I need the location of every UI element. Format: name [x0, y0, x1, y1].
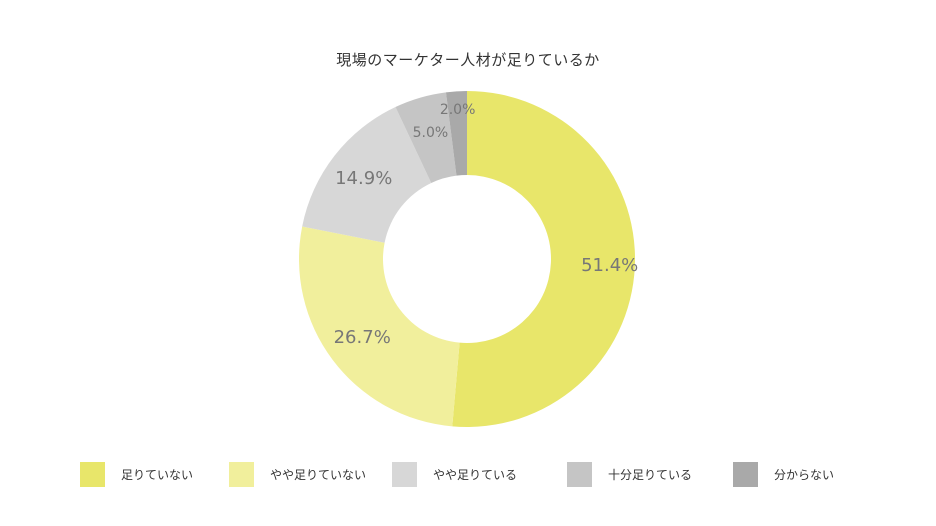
legend-label-2: やや足りていない: [270, 467, 367, 482]
donut-slice-2[interactable]: [299, 226, 460, 427]
legend-swatch-1: [80, 461, 105, 487]
chart-title: 現場のマーケター人材が足りているか: [336, 51, 600, 69]
legend: 足りていない やや足りていない やや足りている 十分足りている 分からない: [80, 461, 880, 487]
legend-swatch-2: [229, 461, 254, 487]
legend-item-5[interactable]: 分からない: [733, 461, 834, 487]
legend-label-1: 足りていない: [121, 467, 194, 482]
legend-item-1[interactable]: 足りていない: [80, 461, 193, 487]
legend-label-4: 十分足りている: [608, 467, 693, 482]
legend-swatch-4: [567, 461, 592, 487]
slice-label-2: 26.7%: [334, 327, 391, 348]
legend-swatch-3: [392, 461, 417, 487]
slice-label-4: 5.0%: [413, 125, 449, 141]
legend-label-5: 分からない: [774, 467, 835, 482]
donut-slice-1[interactable]: [452, 91, 635, 427]
legend-item-2[interactable]: やや足りていない: [229, 461, 366, 487]
slice-label-5: 2.0%: [440, 102, 476, 118]
legend-label-3: やや足りている: [433, 467, 518, 482]
donut-slice-5[interactable]: [445, 91, 467, 176]
legend-item-3[interactable]: やや足りている: [392, 461, 517, 487]
legend-item-4[interactable]: 十分足りている: [567, 461, 692, 487]
legend-swatch-5: [733, 461, 758, 487]
slice-label-3: 14.9%: [335, 168, 392, 189]
donut-slice-4[interactable]: [395, 92, 457, 183]
donut-slice-3[interactable]: [302, 106, 432, 243]
slice-label-1: 51.4%: [581, 255, 638, 276]
